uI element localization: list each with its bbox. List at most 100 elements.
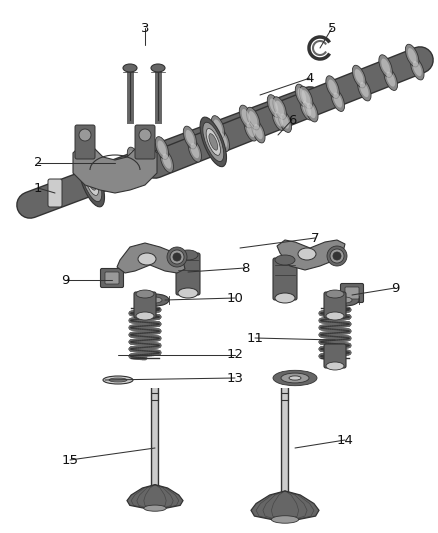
Ellipse shape — [138, 253, 156, 265]
Ellipse shape — [357, 78, 371, 101]
Polygon shape — [117, 243, 185, 273]
Text: 5: 5 — [328, 21, 336, 35]
Ellipse shape — [413, 61, 422, 76]
Ellipse shape — [278, 110, 292, 132]
Circle shape — [139, 129, 151, 141]
Ellipse shape — [275, 293, 295, 303]
Ellipse shape — [275, 101, 284, 116]
Ellipse shape — [87, 174, 96, 190]
Ellipse shape — [211, 116, 225, 139]
Polygon shape — [251, 491, 319, 521]
Text: 9: 9 — [391, 281, 399, 295]
Ellipse shape — [275, 111, 283, 127]
Ellipse shape — [148, 297, 162, 303]
Text: 9: 9 — [61, 273, 69, 287]
Ellipse shape — [302, 90, 311, 105]
Ellipse shape — [85, 168, 99, 196]
Ellipse shape — [281, 373, 309, 383]
Ellipse shape — [273, 370, 317, 386]
Ellipse shape — [191, 143, 199, 158]
Ellipse shape — [127, 147, 141, 170]
Ellipse shape — [304, 99, 318, 122]
Ellipse shape — [289, 376, 301, 380]
Ellipse shape — [352, 65, 366, 88]
Ellipse shape — [134, 164, 143, 179]
FancyBboxPatch shape — [273, 258, 297, 300]
Circle shape — [170, 250, 184, 264]
Ellipse shape — [331, 89, 345, 111]
Ellipse shape — [178, 288, 198, 298]
FancyBboxPatch shape — [134, 292, 156, 318]
Ellipse shape — [200, 117, 226, 167]
FancyBboxPatch shape — [135, 125, 155, 159]
Ellipse shape — [130, 151, 138, 166]
Ellipse shape — [410, 57, 424, 80]
Ellipse shape — [136, 290, 154, 298]
Ellipse shape — [331, 294, 359, 306]
Ellipse shape — [178, 250, 198, 260]
Text: 7: 7 — [311, 231, 319, 245]
Ellipse shape — [249, 111, 258, 126]
Ellipse shape — [141, 294, 169, 306]
Text: 8: 8 — [241, 262, 249, 274]
FancyBboxPatch shape — [324, 292, 346, 318]
Ellipse shape — [186, 130, 194, 145]
Ellipse shape — [299, 86, 313, 109]
Ellipse shape — [136, 312, 154, 320]
Text: 2: 2 — [34, 157, 42, 169]
FancyBboxPatch shape — [75, 125, 95, 159]
FancyBboxPatch shape — [345, 287, 359, 299]
Ellipse shape — [79, 157, 105, 207]
Ellipse shape — [160, 150, 173, 173]
Ellipse shape — [219, 133, 227, 148]
FancyBboxPatch shape — [176, 253, 200, 295]
Ellipse shape — [360, 82, 369, 97]
Polygon shape — [277, 240, 345, 270]
Ellipse shape — [408, 48, 417, 63]
FancyBboxPatch shape — [105, 272, 119, 284]
Ellipse shape — [216, 129, 230, 151]
Ellipse shape — [326, 312, 344, 320]
Ellipse shape — [295, 84, 309, 107]
Ellipse shape — [158, 141, 166, 156]
Circle shape — [173, 253, 181, 261]
Ellipse shape — [270, 99, 278, 114]
Ellipse shape — [300, 97, 314, 120]
Text: 1: 1 — [34, 182, 42, 195]
Ellipse shape — [203, 122, 224, 161]
Circle shape — [79, 129, 91, 141]
Text: 13: 13 — [226, 372, 244, 384]
Ellipse shape — [338, 297, 352, 303]
Text: 11: 11 — [247, 332, 264, 344]
Ellipse shape — [303, 101, 311, 116]
Ellipse shape — [254, 124, 263, 139]
Ellipse shape — [132, 160, 145, 183]
Ellipse shape — [242, 109, 250, 124]
Ellipse shape — [162, 154, 171, 169]
FancyBboxPatch shape — [48, 179, 62, 207]
Ellipse shape — [151, 64, 165, 72]
Circle shape — [167, 247, 187, 267]
Text: 12: 12 — [226, 349, 244, 361]
Circle shape — [330, 249, 344, 263]
Circle shape — [327, 246, 347, 266]
Ellipse shape — [298, 248, 316, 260]
Ellipse shape — [214, 119, 222, 135]
Ellipse shape — [239, 105, 253, 128]
FancyBboxPatch shape — [324, 344, 346, 368]
Text: 4: 4 — [306, 71, 314, 85]
Ellipse shape — [188, 139, 201, 162]
Polygon shape — [127, 484, 183, 509]
Ellipse shape — [103, 376, 133, 384]
Ellipse shape — [275, 255, 295, 265]
Ellipse shape — [381, 59, 390, 74]
Text: 14: 14 — [336, 433, 353, 447]
Ellipse shape — [384, 68, 398, 91]
Ellipse shape — [81, 162, 102, 201]
Circle shape — [333, 252, 341, 260]
Ellipse shape — [379, 55, 392, 77]
Polygon shape — [73, 143, 157, 193]
Ellipse shape — [247, 122, 255, 137]
Ellipse shape — [326, 76, 339, 99]
Ellipse shape — [209, 134, 218, 150]
